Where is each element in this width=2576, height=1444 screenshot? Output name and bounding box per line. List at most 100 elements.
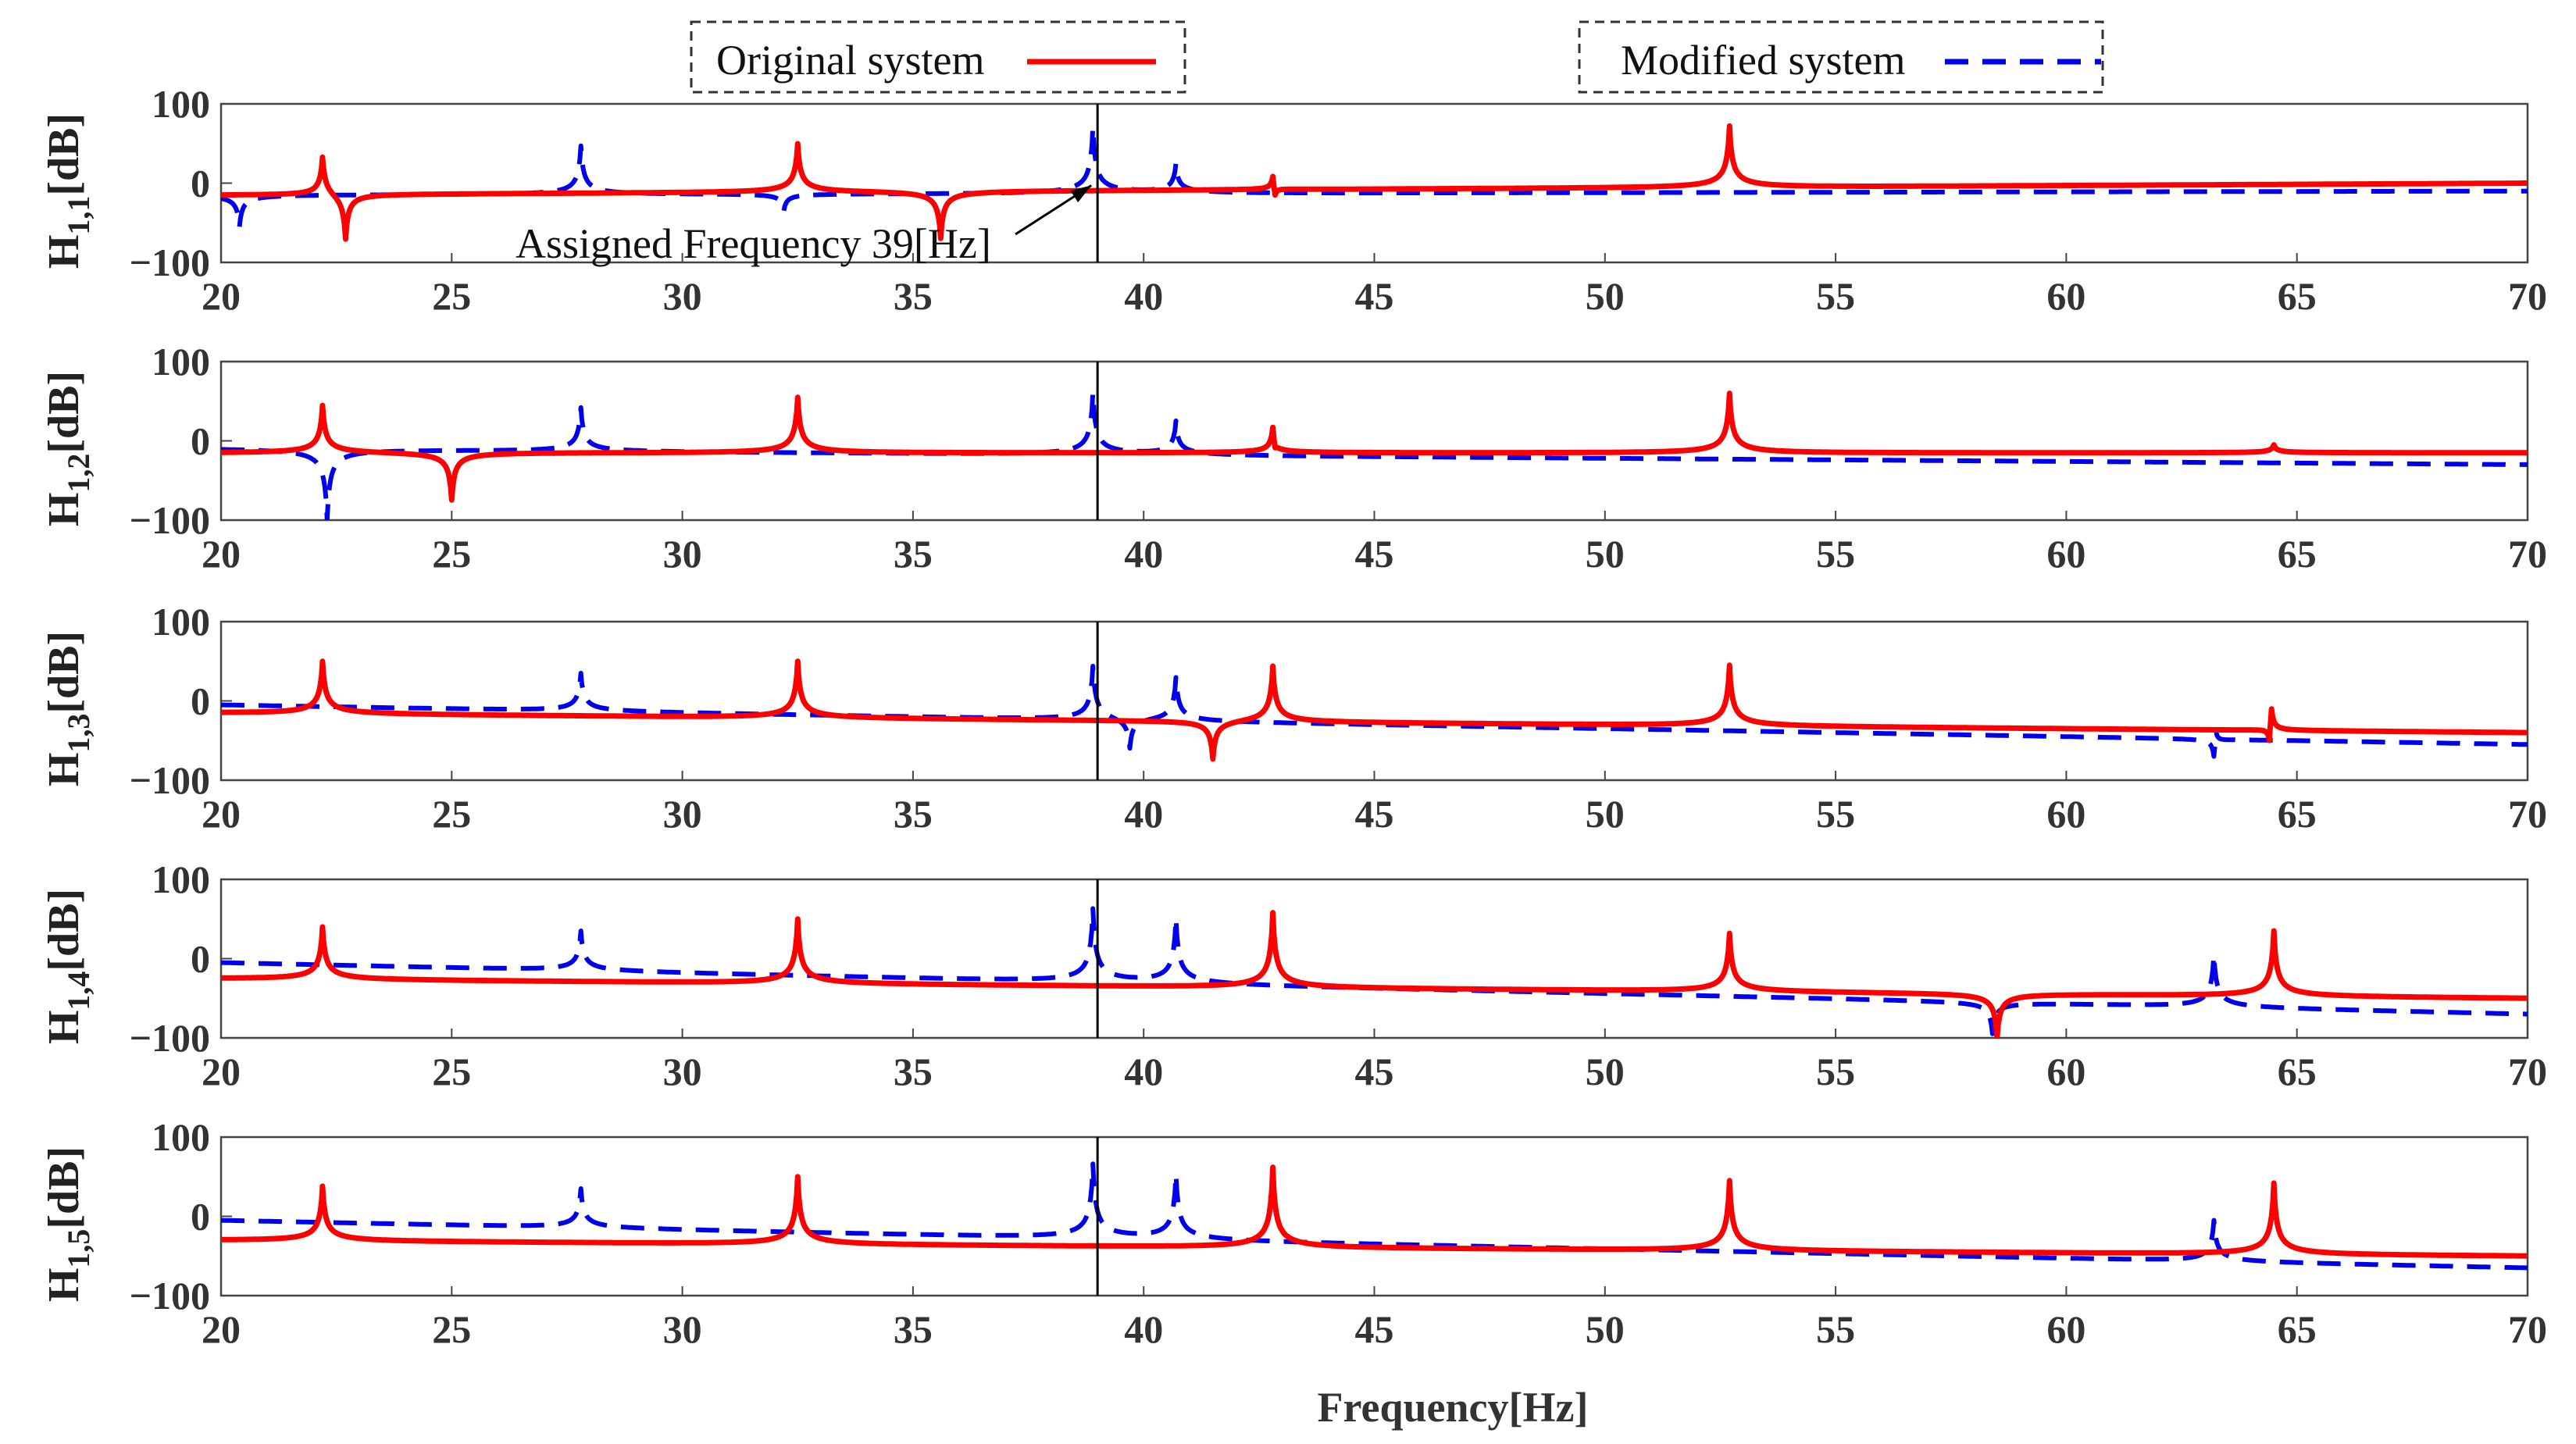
x-tick-label: 55 bbox=[1816, 1050, 1855, 1093]
y-axis-label-main: H bbox=[40, 1268, 88, 1303]
x-tick-label: 40 bbox=[1124, 1307, 1163, 1351]
y-axis-label-unit: [dB] bbox=[40, 371, 88, 454]
x-tick-label: 25 bbox=[432, 274, 471, 318]
y-axis-label-sub: 1,3 bbox=[61, 714, 96, 753]
x-tick-label: 40 bbox=[1124, 1050, 1163, 1093]
x-tick-label: 60 bbox=[2046, 274, 2085, 318]
x-tick-label: 70 bbox=[2508, 1050, 2547, 1093]
x-tick-label: 30 bbox=[663, 274, 702, 318]
y-axis-label-sub: 1,4 bbox=[61, 972, 96, 1011]
x-tick-label: 30 bbox=[663, 532, 702, 576]
x-tick-label: 25 bbox=[432, 1307, 471, 1351]
series-original-line bbox=[221, 1164, 2528, 1259]
y-axis-label: H1,3[dB] bbox=[40, 631, 96, 786]
x-tick-label: 45 bbox=[1355, 1050, 1394, 1093]
x-tick-label: 20 bbox=[202, 792, 241, 836]
x-tick-label: 65 bbox=[2278, 532, 2317, 576]
x-tick-label: 35 bbox=[894, 792, 933, 836]
y-tick-label: −100 bbox=[130, 758, 211, 802]
y-axis-label: H1,2[dB] bbox=[40, 371, 96, 526]
x-tick-label: 70 bbox=[2508, 1307, 2547, 1351]
y-axis-label-sub: 1,1 bbox=[61, 196, 96, 235]
series-original-line bbox=[221, 658, 2528, 762]
x-tick-label: 70 bbox=[2508, 792, 2547, 836]
y-tick-label: 100 bbox=[152, 600, 210, 644]
x-tick-label: 20 bbox=[202, 1050, 241, 1093]
x-tick-label: 20 bbox=[202, 274, 241, 318]
y-axis-label-unit: [dB] bbox=[40, 113, 88, 196]
panel-frame bbox=[219, 1136, 2529, 1297]
y-axis-label-main: H bbox=[40, 493, 88, 527]
series-original-line bbox=[221, 390, 2528, 503]
x-tick-label: 55 bbox=[1816, 1307, 1855, 1351]
x-tick-label: 65 bbox=[2278, 274, 2317, 318]
panel-frame bbox=[219, 620, 2529, 782]
annotation-text: Assigned Frequency 39[Hz] bbox=[516, 220, 991, 267]
y-tick-label: 100 bbox=[152, 857, 210, 901]
x-tick-label: 20 bbox=[202, 1307, 241, 1351]
x-tick-label: 40 bbox=[1124, 274, 1163, 318]
y-tick-label: 100 bbox=[152, 340, 210, 383]
panel-frame bbox=[219, 878, 2529, 1039]
y-tick-label: 0 bbox=[191, 679, 210, 723]
x-tick-label: 50 bbox=[1586, 274, 1625, 318]
series-modified-line bbox=[221, 1161, 2528, 1271]
y-tick-label: 0 bbox=[191, 419, 210, 463]
y-axis-label-unit: [dB] bbox=[40, 1146, 88, 1229]
y-tick-label: 0 bbox=[191, 937, 210, 981]
x-tick-label: 65 bbox=[2278, 1050, 2317, 1093]
series-original-line bbox=[221, 123, 2528, 242]
x-tick-label: 25 bbox=[432, 792, 471, 836]
x-tick-label: 60 bbox=[2046, 1307, 2085, 1351]
y-axis-label-main: H bbox=[40, 235, 88, 269]
x-tick-label: 35 bbox=[894, 274, 933, 318]
y-axis-label: H1,5[dB] bbox=[40, 1146, 96, 1302]
y-tick-label: 100 bbox=[152, 82, 210, 126]
x-tick-label: 60 bbox=[2046, 792, 2085, 836]
panel-frame bbox=[219, 360, 2529, 522]
y-axis-label-unit: [dB] bbox=[40, 889, 88, 972]
legend-original-label: Original system bbox=[716, 37, 984, 84]
x-tick-label: 55 bbox=[1816, 792, 1855, 836]
y-tick-label: 0 bbox=[191, 162, 210, 205]
x-tick-label: 45 bbox=[1355, 792, 1394, 836]
y-tick-label: 0 bbox=[191, 1195, 210, 1239]
x-tick-label: 70 bbox=[2508, 532, 2547, 576]
y-axis-label-unit: [dB] bbox=[40, 631, 88, 714]
legend-modified: Modified system bbox=[1578, 20, 2104, 94]
series-modified-line bbox=[221, 906, 2528, 1036]
y-axis-label: H1,1[dB] bbox=[40, 113, 96, 269]
series-modified-line bbox=[221, 390, 2528, 520]
series-original-line bbox=[221, 910, 2528, 1038]
x-tick-label: 35 bbox=[894, 1307, 933, 1351]
x-tick-label: 60 bbox=[2046, 1050, 2085, 1093]
y-tick-label: 100 bbox=[152, 1115, 210, 1159]
x-tick-label: 35 bbox=[894, 532, 933, 576]
x-tick-label: 45 bbox=[1355, 274, 1394, 318]
y-tick-label: −100 bbox=[130, 1274, 211, 1317]
x-tick-label: 65 bbox=[2278, 792, 2317, 836]
y-axis-label-sub: 1,5 bbox=[61, 1229, 96, 1268]
x-tick-label: 35 bbox=[894, 1050, 933, 1093]
x-tick-label: 55 bbox=[1816, 274, 1855, 318]
x-axis-label: Frequency[Hz] bbox=[1318, 1384, 1589, 1431]
y-axis-label: H1,4[dB] bbox=[40, 889, 96, 1044]
x-tick-label: 40 bbox=[1124, 532, 1163, 576]
y-tick-label: −100 bbox=[130, 1016, 211, 1060]
x-tick-label: 40 bbox=[1124, 792, 1163, 836]
legend-modified-label: Modified system bbox=[1621, 37, 1905, 84]
x-tick-label: 60 bbox=[2046, 532, 2085, 576]
x-tick-label: 30 bbox=[663, 1307, 702, 1351]
y-axis-label-main: H bbox=[40, 1011, 88, 1045]
x-tick-label: 55 bbox=[1816, 532, 1855, 576]
y-axis-label-sub: 1,2 bbox=[61, 454, 96, 493]
x-tick-label: 20 bbox=[202, 532, 241, 576]
x-tick-label: 45 bbox=[1355, 532, 1394, 576]
x-tick-label: 70 bbox=[2508, 274, 2547, 318]
